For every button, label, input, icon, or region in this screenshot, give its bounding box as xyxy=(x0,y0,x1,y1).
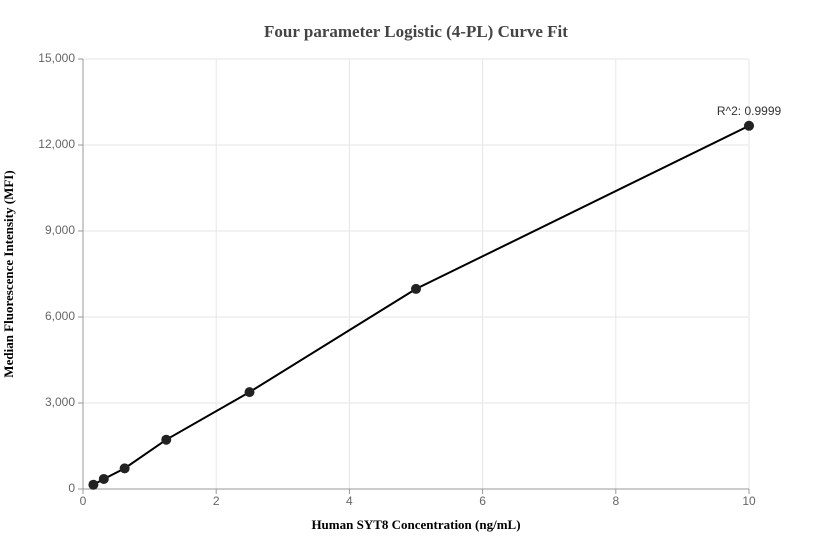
x-tick-label: 10 xyxy=(742,494,756,508)
point xyxy=(744,120,754,131)
point xyxy=(88,479,99,490)
annotation: R^2: 0.9999 xyxy=(717,104,782,118)
y-tick-label: 3,000 xyxy=(45,395,75,409)
point xyxy=(244,387,255,398)
fit-curve xyxy=(92,124,750,486)
y-axis-title: Median Fluorescence Intensity (MFI) xyxy=(1,170,16,377)
point xyxy=(119,463,130,474)
point xyxy=(411,283,421,294)
x-tick-label: 6 xyxy=(479,494,486,508)
chart-title: Four parameter Logistic (4-PL) Curve Fit xyxy=(264,22,568,41)
y-tick-label: 15,000 xyxy=(38,51,75,65)
y-tick-label: 0 xyxy=(68,481,75,495)
y-tick-label: 6,000 xyxy=(45,309,75,323)
x-axis-title: Human SYT8 Concentration (ng/mL) xyxy=(311,517,520,532)
y-tick-label: 9,000 xyxy=(45,223,75,237)
x-tick-label: 0 xyxy=(80,494,87,508)
point xyxy=(98,473,109,484)
x-tick-label: 8 xyxy=(612,494,619,508)
x-tick-label: 2 xyxy=(213,494,220,508)
x-tick-label: 4 xyxy=(346,494,353,508)
y-tick-label: 12,000 xyxy=(38,137,75,151)
point xyxy=(161,434,172,445)
